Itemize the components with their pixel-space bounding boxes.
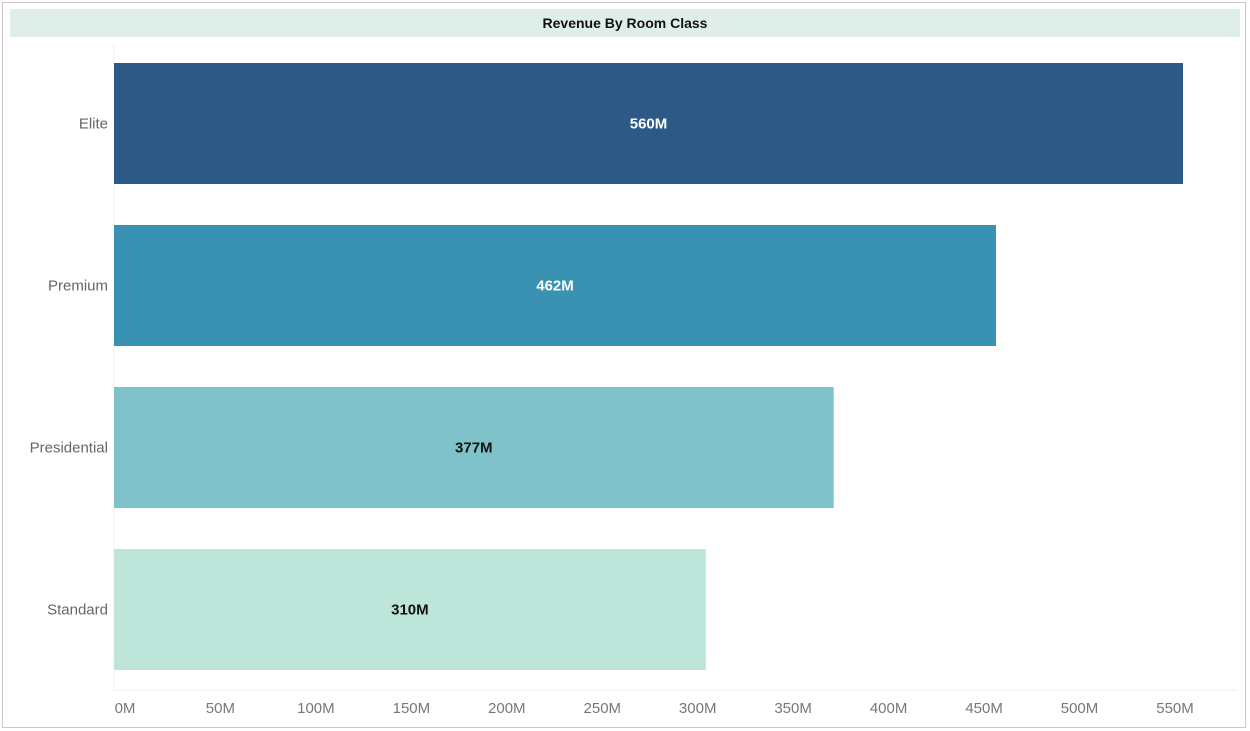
x-tick-label: 350M — [774, 700, 812, 717]
bar-premium[interactable] — [114, 225, 996, 346]
value-label: 560M — [630, 116, 668, 133]
bar-presidential[interactable] — [114, 387, 834, 508]
bar-elite[interactable] — [114, 63, 1183, 184]
chart-title: Revenue By Room Class — [542, 15, 708, 31]
x-tick-label: 200M — [488, 700, 526, 717]
x-tick-label: 150M — [393, 700, 431, 717]
x-tick-label: 300M — [679, 700, 717, 717]
x-tick-label: 450M — [965, 700, 1003, 717]
x-tick-label: 250M — [584, 700, 622, 717]
value-label: 377M — [455, 440, 493, 457]
x-tick-label: 400M — [870, 700, 908, 717]
category-label: Standard — [47, 602, 108, 619]
category-label: Premium — [48, 278, 108, 295]
bar-standard[interactable] — [114, 549, 706, 670]
value-label: 462M — [536, 278, 574, 295]
category-label: Presidential — [30, 440, 108, 457]
category-label: Elite — [79, 116, 108, 133]
x-tick-label: 500M — [1061, 700, 1099, 717]
chart-title-bar: Revenue By Room Class — [10, 9, 1240, 37]
value-label: 310M — [391, 602, 429, 619]
x-tick-label: 50M — [206, 700, 235, 717]
x-tick-label: 550M — [1156, 700, 1194, 717]
x-tick-label: 0M — [115, 700, 136, 717]
x-tick-label: 100M — [297, 700, 335, 717]
